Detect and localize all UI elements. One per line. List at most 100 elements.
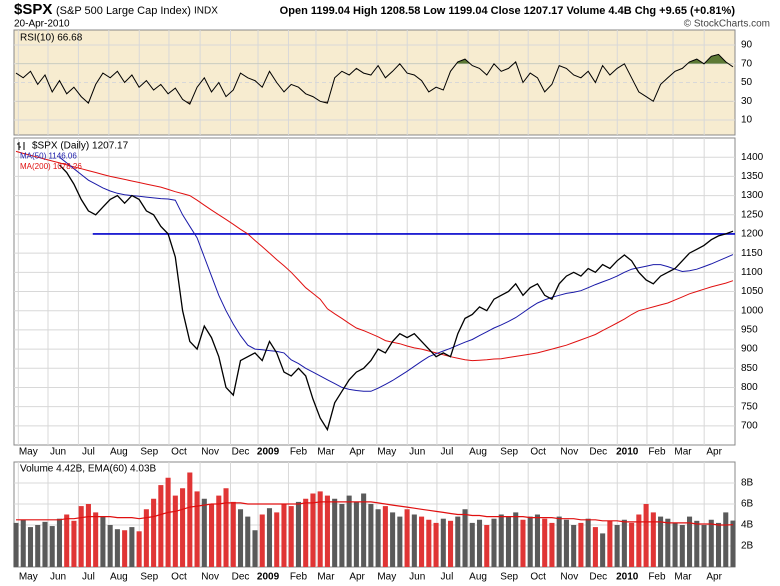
volume-bar bbox=[382, 506, 388, 567]
volume-bar bbox=[484, 525, 490, 567]
x-tick-label: Feb bbox=[290, 447, 308, 458]
volume-bar bbox=[27, 527, 34, 567]
volume-bar bbox=[13, 522, 19, 567]
series-line bbox=[59, 164, 734, 432]
volume-bar bbox=[223, 488, 229, 567]
x-tick-label: Aug bbox=[469, 572, 487, 583]
volume-bar bbox=[346, 495, 352, 567]
x-tick-label: Sep bbox=[140, 572, 158, 583]
volume-bar bbox=[404, 509, 410, 567]
volume-bar bbox=[151, 498, 157, 567]
volume-bar bbox=[426, 519, 432, 567]
volume-bar bbox=[520, 519, 526, 567]
series-line bbox=[15, 150, 734, 362]
volume-bar bbox=[78, 506, 84, 567]
x-tick-label: Dec bbox=[232, 447, 250, 458]
volume-bar bbox=[433, 522, 439, 567]
x-tick-label: Feb bbox=[290, 572, 308, 583]
volume-bar bbox=[49, 526, 55, 567]
x-tick-label: Dec bbox=[589, 572, 607, 583]
x-tick-label: Jul bbox=[441, 572, 454, 583]
volume-bar bbox=[375, 509, 381, 567]
x-tick-label: Oct bbox=[171, 572, 187, 583]
volume-bar bbox=[419, 516, 425, 567]
x-tick-label: Sep bbox=[140, 447, 158, 458]
volume-bar bbox=[230, 501, 236, 567]
x-tick-label: Jun bbox=[50, 572, 66, 583]
y-tick-label: 1000 bbox=[741, 305, 764, 316]
panel-title: RSI(10) 66.68 bbox=[20, 33, 83, 44]
volume-bar bbox=[629, 522, 635, 567]
volume-bar bbox=[20, 519, 26, 567]
volume-bar bbox=[324, 495, 330, 567]
y-tick-label: 1400 bbox=[741, 152, 764, 163]
volume-bar bbox=[448, 520, 454, 567]
volume-bar bbox=[563, 519, 569, 567]
volume-bar bbox=[332, 498, 338, 567]
x-tick-label: Jul bbox=[82, 572, 95, 583]
volume-bar bbox=[600, 533, 606, 567]
volume-bar bbox=[237, 509, 244, 567]
x-tick-label: 2010 bbox=[616, 572, 639, 583]
y-tick-label: 70 bbox=[741, 58, 753, 69]
volume-bar bbox=[592, 527, 598, 567]
volume-bar bbox=[498, 514, 504, 567]
volume-bar bbox=[42, 521, 48, 567]
panel-title: Volume 4.42B, EMA(60) 4.03B bbox=[20, 464, 157, 475]
volume-bar bbox=[607, 520, 613, 567]
x-tick-label: Mar bbox=[317, 447, 335, 458]
volume-bar bbox=[194, 491, 200, 567]
volume-bar bbox=[310, 493, 316, 567]
volume-bar bbox=[549, 522, 555, 567]
x-tick-label: Dec bbox=[232, 572, 250, 583]
y-tick-label: 2B bbox=[741, 541, 754, 552]
volume-bar bbox=[679, 525, 685, 567]
volume-bar bbox=[708, 519, 714, 567]
volume-bar bbox=[216, 495, 222, 567]
x-tick-label: Sep bbox=[500, 447, 518, 458]
x-tick-label: Dec bbox=[589, 447, 607, 458]
volume-bar bbox=[665, 518, 671, 567]
volume-bar bbox=[56, 518, 62, 567]
volume-bar bbox=[85, 504, 91, 567]
x-tick-label: Nov bbox=[560, 447, 578, 458]
volume-bar bbox=[158, 485, 164, 567]
y-tick-label: 900 bbox=[741, 344, 758, 355]
x-tick-label: May bbox=[377, 572, 396, 583]
volume-bar bbox=[266, 508, 273, 567]
volume-bar bbox=[513, 512, 519, 567]
x-tick-label: Oct bbox=[530, 572, 546, 583]
security-name: (S&P 500 Large Cap Index) bbox=[56, 5, 191, 17]
y-tick-label: 800 bbox=[741, 382, 758, 393]
volume-bar bbox=[658, 516, 664, 567]
volume-bar bbox=[122, 530, 128, 567]
x-tick-label: 2010 bbox=[616, 447, 639, 458]
x-tick-label: May bbox=[377, 447, 396, 458]
volume-bar bbox=[100, 516, 106, 567]
volume-bar bbox=[469, 522, 475, 567]
volume-bar bbox=[411, 514, 417, 567]
volume-bar bbox=[288, 506, 294, 567]
volume-bar bbox=[368, 504, 374, 567]
x-tick-label: 2009 bbox=[257, 447, 280, 458]
volume-bar bbox=[252, 530, 258, 567]
x-tick-label: Sep bbox=[500, 572, 518, 583]
y-tick-label: 4B bbox=[741, 520, 754, 531]
x-tick-label: Aug bbox=[110, 572, 128, 583]
x-tick-label: Apr bbox=[349, 572, 365, 583]
legend-entry: MA(50) 1146.06 bbox=[20, 152, 77, 161]
y-tick-label: 1350 bbox=[741, 171, 764, 182]
x-tick-label: Feb bbox=[648, 447, 666, 458]
x-tick-label: Jun bbox=[50, 447, 66, 458]
rsi-shade bbox=[16, 101, 733, 105]
y-tick-label: 1050 bbox=[741, 286, 764, 297]
volume-bar bbox=[259, 514, 265, 567]
volume-bar bbox=[136, 531, 142, 567]
quote: Open 1199.04 High 1208.58 Low 1199.04 Cl… bbox=[280, 5, 736, 17]
y-tick-label: 1300 bbox=[741, 190, 764, 201]
y-tick-label: 850 bbox=[741, 363, 758, 374]
volume-bar bbox=[723, 512, 729, 567]
x-tick-label: Oct bbox=[171, 447, 187, 458]
volume-bar bbox=[730, 520, 736, 567]
volume-bar bbox=[165, 477, 171, 567]
